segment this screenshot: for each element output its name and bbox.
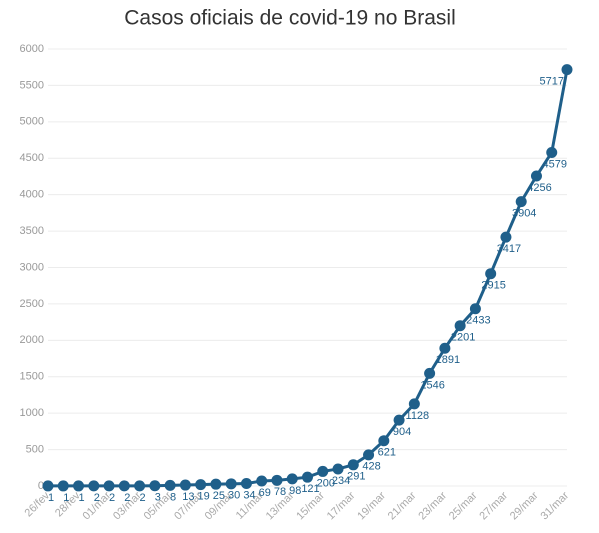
point xyxy=(271,474,283,486)
data-label: 1 xyxy=(78,492,84,504)
data-label: 34 xyxy=(243,489,255,501)
data-label: 2 xyxy=(124,492,130,504)
data-label: 4256 xyxy=(527,182,551,194)
point xyxy=(500,231,512,243)
data-label: 30 xyxy=(228,490,240,502)
x-tick-label: 21/mar xyxy=(386,489,419,522)
point xyxy=(561,64,573,76)
data-label: 98 xyxy=(289,485,301,497)
data-label: 1128 xyxy=(406,410,430,422)
data-label: 2 xyxy=(94,492,100,504)
data-label: 3417 xyxy=(497,243,521,255)
y-tick-label: 2000 xyxy=(20,334,44,346)
y-tick-label: 6000 xyxy=(20,43,44,55)
data-label: 904 xyxy=(393,426,411,438)
y-tick-label: 4000 xyxy=(20,189,44,201)
data-label: 4579 xyxy=(542,158,566,170)
y-tick-label: 4500 xyxy=(20,152,44,164)
y-tick-label: 5000 xyxy=(20,116,44,128)
data-label: 13 xyxy=(182,491,194,503)
data-label: 2915 xyxy=(481,280,505,292)
data-label: 2 xyxy=(140,492,146,504)
chart-title: Casos oficiais de covid-19 no Brasil xyxy=(124,7,456,30)
data-label: 291 xyxy=(347,471,365,483)
point xyxy=(103,480,115,492)
data-label: 78 xyxy=(274,486,286,498)
point xyxy=(439,342,451,354)
point xyxy=(118,480,130,492)
x-tick-label: 23/mar xyxy=(416,489,449,522)
point xyxy=(210,478,222,490)
y-tick-label: 0 xyxy=(38,480,44,492)
point xyxy=(73,480,85,492)
point xyxy=(164,479,176,491)
x-tick-label: 25/mar xyxy=(447,489,480,522)
data-label: 428 xyxy=(362,461,380,473)
y-tick-label: 500 xyxy=(26,443,44,455)
point xyxy=(424,367,436,379)
point xyxy=(42,480,54,492)
point xyxy=(485,268,497,280)
point xyxy=(454,320,466,332)
y-tick-label: 1500 xyxy=(20,371,44,383)
point xyxy=(256,475,268,487)
data-label: 621 xyxy=(378,447,396,459)
point xyxy=(317,465,329,477)
y-tick-label: 1000 xyxy=(20,407,44,419)
data-label: 200 xyxy=(317,477,335,489)
point xyxy=(57,480,69,492)
y-tick-label: 2500 xyxy=(20,298,44,310)
point xyxy=(225,478,237,490)
point xyxy=(240,478,252,490)
point xyxy=(332,463,344,475)
point xyxy=(546,146,558,158)
data-label: 1 xyxy=(63,492,69,504)
x-tick-label: 31/mar xyxy=(538,489,571,522)
x-tick-label: 27/mar xyxy=(477,489,510,522)
data-label: 2433 xyxy=(466,315,490,327)
point xyxy=(393,414,405,426)
x-tick-label: 17/mar xyxy=(325,489,358,522)
point xyxy=(347,459,359,471)
data-label: 1 xyxy=(48,492,54,504)
data-label: 234 xyxy=(332,475,350,487)
data-label: 3 xyxy=(155,492,161,504)
data-label: 3904 xyxy=(512,208,536,220)
point xyxy=(408,398,420,410)
point xyxy=(195,479,207,491)
data-label: 2201 xyxy=(451,332,475,344)
data-label: 2 xyxy=(109,492,115,504)
data-label: 69 xyxy=(259,487,271,499)
y-tick-label: 5500 xyxy=(20,79,44,91)
point xyxy=(88,480,100,492)
data-label: 121 xyxy=(301,483,319,495)
y-tick-label: 3000 xyxy=(20,261,44,273)
point xyxy=(149,480,161,492)
point xyxy=(179,479,191,491)
point xyxy=(469,303,481,315)
data-label: 19 xyxy=(198,491,210,503)
data-label: 1891 xyxy=(436,354,460,366)
point xyxy=(378,435,390,447)
point xyxy=(363,449,375,461)
point xyxy=(286,473,298,485)
point xyxy=(134,480,146,492)
x-tick-label: 19/mar xyxy=(355,489,388,522)
point xyxy=(515,196,527,208)
point xyxy=(530,170,542,182)
data-label: 1546 xyxy=(420,379,444,391)
point xyxy=(302,471,313,483)
x-tick-label: 29/mar xyxy=(508,489,541,522)
data-label: 5717 xyxy=(540,76,564,88)
data-label: 25 xyxy=(213,490,225,502)
data-label: 8 xyxy=(170,491,176,503)
y-tick-label: 3500 xyxy=(20,225,44,237)
